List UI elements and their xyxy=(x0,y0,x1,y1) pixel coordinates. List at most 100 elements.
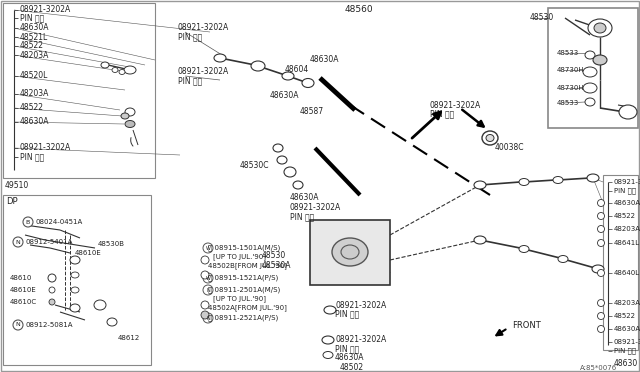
Ellipse shape xyxy=(593,55,607,65)
Text: 08912-5081A: 08912-5081A xyxy=(25,322,72,328)
Text: 08921-3202A: 08921-3202A xyxy=(178,67,229,77)
Text: PIN ピン: PIN ピン xyxy=(20,13,44,22)
Text: 48630A: 48630A xyxy=(614,200,640,206)
Ellipse shape xyxy=(519,246,529,253)
Text: 48610C: 48610C xyxy=(10,299,37,305)
Text: 48522: 48522 xyxy=(614,313,636,319)
Text: N: N xyxy=(15,240,20,244)
Text: 48530C: 48530C xyxy=(240,160,269,170)
Ellipse shape xyxy=(277,156,287,164)
Ellipse shape xyxy=(23,217,33,227)
Ellipse shape xyxy=(519,179,529,186)
Text: 48533: 48533 xyxy=(557,50,579,56)
Ellipse shape xyxy=(203,273,213,283)
Ellipse shape xyxy=(598,212,605,219)
Text: 48502A[FROM JUL.'90]: 48502A[FROM JUL.'90] xyxy=(208,305,287,311)
Ellipse shape xyxy=(201,311,209,319)
Text: 48630A: 48630A xyxy=(335,353,365,362)
Text: 08912-5401A: 08912-5401A xyxy=(25,239,72,245)
Text: PIN ピン: PIN ピン xyxy=(335,344,359,353)
Text: 49510: 49510 xyxy=(5,180,29,189)
Ellipse shape xyxy=(70,256,80,264)
Text: 48630A: 48630A xyxy=(614,326,640,332)
Text: N: N xyxy=(206,315,210,321)
Text: 48521L: 48521L xyxy=(20,32,48,42)
Text: Ⓦ 08915-1501A(M/S): Ⓦ 08915-1501A(M/S) xyxy=(208,245,280,251)
Text: PIN ピン: PIN ピン xyxy=(178,77,202,86)
Ellipse shape xyxy=(125,121,135,128)
Text: 48203A: 48203A xyxy=(20,51,49,60)
Text: A:85*0076: A:85*0076 xyxy=(580,365,617,371)
Ellipse shape xyxy=(119,70,125,74)
Ellipse shape xyxy=(125,108,135,116)
Text: 08921-3202A: 08921-3202A xyxy=(335,301,387,310)
Text: Ⓝ 08911-2501A(M/S): Ⓝ 08911-2501A(M/S) xyxy=(208,287,280,293)
Ellipse shape xyxy=(598,240,605,247)
Text: 48530A: 48530A xyxy=(262,260,291,269)
Text: 48533: 48533 xyxy=(557,100,579,106)
Text: 48612: 48612 xyxy=(118,335,140,341)
Ellipse shape xyxy=(594,23,606,33)
Text: Ⓦ 08915-1521A(P/S): Ⓦ 08915-1521A(P/S) xyxy=(208,275,278,281)
Text: PIN ピン: PIN ピン xyxy=(20,153,44,161)
Ellipse shape xyxy=(203,285,213,295)
Ellipse shape xyxy=(598,269,605,276)
Text: 48530: 48530 xyxy=(262,250,286,260)
Ellipse shape xyxy=(201,256,209,264)
Bar xyxy=(548,8,638,128)
Text: [UP TO JUL.'90]: [UP TO JUL.'90] xyxy=(213,296,266,302)
Ellipse shape xyxy=(13,237,23,247)
Text: N: N xyxy=(15,323,20,327)
Text: 08921-3202A: 08921-3202A xyxy=(335,336,387,344)
Ellipse shape xyxy=(302,78,314,87)
Ellipse shape xyxy=(273,144,283,152)
Ellipse shape xyxy=(558,256,568,263)
Ellipse shape xyxy=(592,265,604,273)
Text: W: W xyxy=(205,276,211,280)
Ellipse shape xyxy=(324,306,336,314)
Text: PIN ピン: PIN ピン xyxy=(178,32,202,42)
Ellipse shape xyxy=(101,62,109,68)
Bar xyxy=(3,195,151,365)
Ellipse shape xyxy=(203,313,213,323)
Ellipse shape xyxy=(251,61,265,71)
Text: 08921-3202A: 08921-3202A xyxy=(20,6,71,15)
Text: 48630A: 48630A xyxy=(20,23,49,32)
Text: 48502B[FROM JUL.'90]: 48502B[FROM JUL.'90] xyxy=(208,263,287,269)
Text: 48203A: 48203A xyxy=(614,300,640,306)
Text: FRONT: FRONT xyxy=(512,321,541,330)
Ellipse shape xyxy=(203,243,213,253)
Ellipse shape xyxy=(201,301,209,309)
Text: 48630A: 48630A xyxy=(310,55,339,64)
Ellipse shape xyxy=(282,72,294,80)
Text: PIN ピン: PIN ピン xyxy=(290,212,314,221)
Ellipse shape xyxy=(486,135,494,141)
Text: [UP TO JUL.'90]: [UP TO JUL.'90] xyxy=(213,254,266,260)
Ellipse shape xyxy=(71,287,79,293)
Ellipse shape xyxy=(322,336,334,344)
Text: 48640L: 48640L xyxy=(614,270,640,276)
Text: 48604: 48604 xyxy=(285,65,309,74)
Ellipse shape xyxy=(284,167,296,177)
Text: 48520L: 48520L xyxy=(20,71,49,80)
Ellipse shape xyxy=(49,287,55,293)
Text: 48730H: 48730H xyxy=(557,67,584,73)
Ellipse shape xyxy=(474,236,486,244)
Ellipse shape xyxy=(293,181,303,189)
Ellipse shape xyxy=(588,19,612,37)
Ellipse shape xyxy=(323,352,333,359)
Bar xyxy=(3,3,155,178)
Bar xyxy=(603,175,638,350)
Ellipse shape xyxy=(71,272,79,278)
Ellipse shape xyxy=(585,51,595,59)
Ellipse shape xyxy=(585,98,595,106)
Ellipse shape xyxy=(619,105,637,119)
Ellipse shape xyxy=(583,83,597,93)
Text: 40038C: 40038C xyxy=(495,144,525,153)
Ellipse shape xyxy=(94,300,106,310)
Ellipse shape xyxy=(48,274,56,282)
Text: 48203A: 48203A xyxy=(20,90,49,99)
Ellipse shape xyxy=(214,54,226,62)
Ellipse shape xyxy=(598,199,605,206)
Text: 08921-3202A: 08921-3202A xyxy=(178,23,229,32)
